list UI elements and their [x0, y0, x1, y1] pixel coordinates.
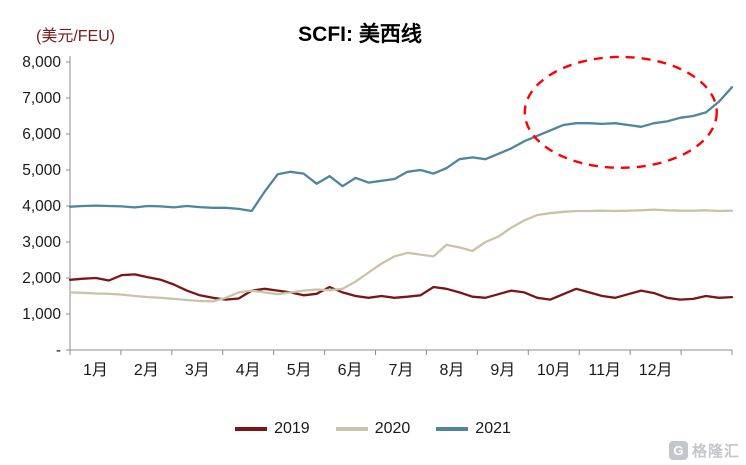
x-tick-label: 8月 — [439, 362, 464, 379]
x-tick-label: 11月 — [588, 362, 621, 379]
legend-swatch-2020 — [335, 427, 368, 431]
y-tick-label: - — [56, 342, 61, 359]
x-tick-label: 6月 — [338, 362, 363, 379]
x-tick-label: 1月 — [83, 362, 108, 379]
chart-title: SCFI: 美西线 — [298, 23, 422, 46]
x-tick-label: 2月 — [134, 362, 159, 379]
series-line-2019 — [68, 273, 734, 301]
series-line-2020 — [68, 208, 734, 303]
y-tick-label: 8,000 — [22, 54, 61, 71]
legend-item-2019: 2019 — [235, 420, 310, 438]
x-tick-label: 3月 — [185, 362, 210, 379]
highlight-ellipse-annotation — [523, 55, 718, 170]
legend-label-2020: 2020 — [374, 420, 411, 437]
legend-item-2021: 2021 — [436, 420, 511, 438]
y-tick-label: 1,000 — [22, 306, 61, 323]
legend-swatch-2019 — [235, 427, 268, 431]
watermark: G 格隆汇 — [668, 440, 740, 461]
y-tick-label: 4,000 — [22, 198, 61, 215]
x-tick-label: 12月 — [639, 362, 673, 379]
legend-label-2019: 2019 — [274, 420, 310, 437]
chart-legend: 2019 2020 2021 — [0, 420, 746, 438]
watermark-logo-icon: G — [668, 441, 688, 460]
line-chart-canvas: - 1,000 2,000 3,000 4,000 5,000 6,000 7,000 8,00… — [22, 54, 734, 379]
x-tick-label: 7月 — [389, 362, 414, 379]
watermark-text: 格隆汇 — [691, 443, 740, 460]
x-tick-label: 9月 — [490, 362, 515, 379]
y-axis-unit-label: (美元/FEU) — [36, 28, 116, 45]
x-tick-label: 10月 — [537, 362, 571, 379]
y-tick-label: 3,000 — [22, 234, 61, 251]
legend-label-2021: 2021 — [475, 420, 511, 437]
x-tick-label: 4月 — [236, 362, 261, 379]
y-tick-label: 6,000 — [22, 126, 61, 143]
y-tick-label: 2,000 — [22, 270, 61, 287]
y-tick-label: 5,000 — [22, 162, 61, 179]
series-line-2021 — [68, 86, 734, 213]
legend-swatch-2021 — [436, 427, 469, 431]
x-tick-label: 5月 — [287, 362, 312, 379]
legend-item-2020: 2020 — [335, 420, 411, 438]
y-tick-label: 7,000 — [22, 90, 61, 107]
